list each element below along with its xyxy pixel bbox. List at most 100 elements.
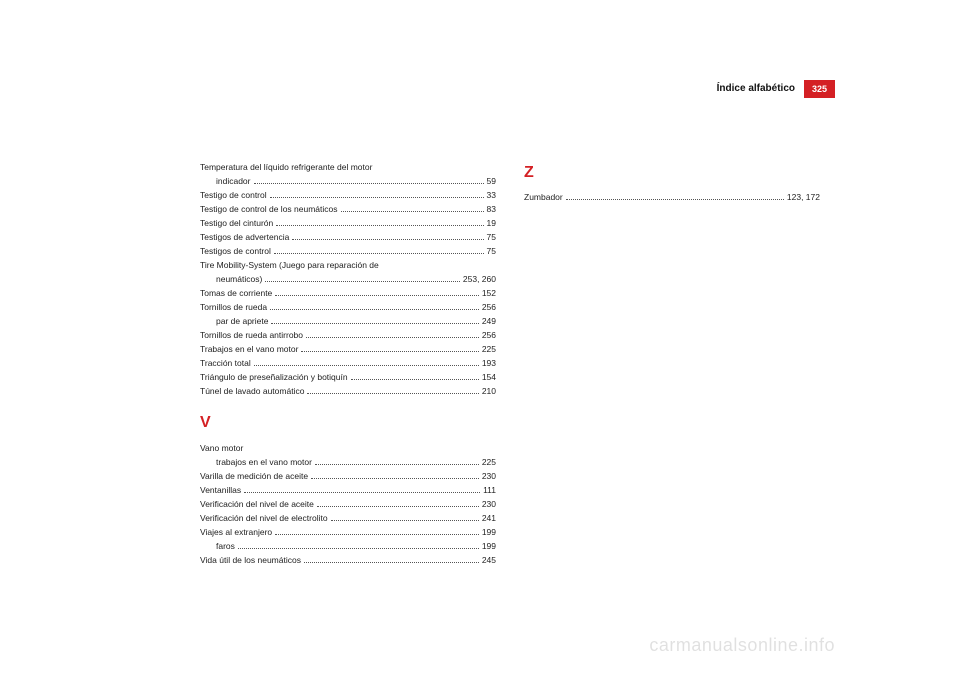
index-entry-label: Túnel de lavado automático xyxy=(200,384,304,398)
index-entry: Testigos de control 75 xyxy=(200,244,496,258)
index-entry-label: Vida útil de los neumáticos xyxy=(200,553,301,567)
index-entry: Testigo de control de los neumáticos 83 xyxy=(200,202,496,216)
index-entry-label: indicador xyxy=(216,174,251,188)
index-entry-page: 19 xyxy=(487,216,496,230)
dot-leader xyxy=(351,379,479,380)
index-entry-label: par de apriete xyxy=(216,314,268,328)
page-number-tab: 325 xyxy=(804,80,835,98)
index-entry: Testigo del cinturón 19 xyxy=(200,216,496,230)
index-entry-label: neumáticos) xyxy=(216,272,262,286)
dot-leader xyxy=(292,239,483,240)
index-entry-page: 152 xyxy=(482,286,496,300)
index-entry: Trabajos en el vano motor 225 xyxy=(200,342,496,356)
dot-leader xyxy=(307,393,478,394)
index-entry: Varilla de medición de aceite 230 xyxy=(200,469,496,483)
section-letter-v: V xyxy=(200,410,496,436)
index-entry-page: 75 xyxy=(487,244,496,258)
index-column-2: Z Zumbador 123, 172 xyxy=(524,160,820,567)
dot-leader xyxy=(301,351,478,352)
index-entry: Testigo de control33 xyxy=(200,188,496,202)
dot-leader xyxy=(566,199,784,200)
dot-leader xyxy=(276,225,483,226)
index-entry-page: 230 xyxy=(482,497,496,511)
index-entry-label: faros xyxy=(216,539,235,553)
index-entry: Tornillos de rueda 256 xyxy=(200,300,496,314)
index-entry-label: Tire Mobility-System (Juego para reparac… xyxy=(200,258,379,272)
index-entry: Vida útil de los neumáticos 245 xyxy=(200,553,496,567)
index-entry-label: Tornillos de rueda antirrobo xyxy=(200,328,303,342)
index-entry-label: Testigos de advertencia xyxy=(200,230,289,244)
index-entry: Viajes al extranjero199 xyxy=(200,525,496,539)
index-entry: par de apriete 249 xyxy=(200,314,496,328)
index-entry-label: Trabajos en el vano motor xyxy=(200,342,298,356)
header-title: Índice alfabético xyxy=(717,83,795,94)
index-entry: Vano motor xyxy=(200,441,496,455)
index-entry-label: Zumbador xyxy=(524,190,563,204)
index-entry-label: Testigo del cinturón xyxy=(200,216,273,230)
dot-leader xyxy=(265,281,460,282)
index-entry-label: Triángulo de preseñalización y botiquín xyxy=(200,370,348,384)
index-entry-label: trabajos en el vano motor xyxy=(216,455,312,469)
index-entry-page: 225 xyxy=(482,342,496,356)
index-entry-page: 256 xyxy=(482,328,496,342)
dot-leader xyxy=(341,211,484,212)
index-entry-page: 245 xyxy=(482,553,496,567)
index-entry-page: 123, 172 xyxy=(787,190,820,204)
index-entry: Zumbador 123, 172 xyxy=(524,190,820,204)
index-entry: Ventanillas 111 xyxy=(200,483,496,497)
index-entry-label: Varilla de medición de aceite xyxy=(200,469,308,483)
index-entry: Tomas de corriente 152 xyxy=(200,286,496,300)
dot-leader xyxy=(275,534,479,535)
index-entry-label: Verificación del nivel de electrolito xyxy=(200,511,328,525)
index-entry-page: 193 xyxy=(482,356,496,370)
index-entry-label: Testigos de control xyxy=(200,244,271,258)
index-entry: Tracción total 193 xyxy=(200,356,496,370)
watermark-text: carmanualsonline.info xyxy=(649,635,835,656)
index-entry-label: Tomas de corriente xyxy=(200,286,272,300)
index-entry: Testigos de advertencia75 xyxy=(200,230,496,244)
dot-leader xyxy=(311,478,479,479)
index-entry-page: 33 xyxy=(487,188,496,202)
index-entry-label: Testigo de control de los neumáticos xyxy=(200,202,338,216)
header-bar: Índice alfabético 325 xyxy=(0,80,960,100)
dot-leader xyxy=(270,309,479,310)
dot-leader xyxy=(331,520,479,521)
index-entry-label: Temperatura del líquido refrigerante del… xyxy=(200,160,372,174)
page: Índice alfabético 325 Temperatura del lí… xyxy=(0,0,960,678)
index-entry: neumáticos)253, 260 xyxy=(200,272,496,286)
index-entry-page: 154 xyxy=(482,370,496,384)
index-entry: Tire Mobility-System (Juego para reparac… xyxy=(200,258,496,272)
dot-leader xyxy=(254,365,479,366)
index-entry: Triángulo de preseñalización y botiquín 1… xyxy=(200,370,496,384)
index-entry-page: 83 xyxy=(487,202,496,216)
dot-leader xyxy=(270,197,484,198)
index-entry-page: 111 xyxy=(483,483,496,497)
dot-leader xyxy=(254,183,484,184)
index-entry: Verificación del nivel de aceite 230 xyxy=(200,497,496,511)
index-entry-label: Viajes al extranjero xyxy=(200,525,272,539)
index-entry-label: Vano motor xyxy=(200,441,243,455)
index-entry-page: 249 xyxy=(482,314,496,328)
index-entry-label: Verificación del nivel de aceite xyxy=(200,497,314,511)
index-entry: faros 199 xyxy=(200,539,496,553)
index-entry-label: Tracción total xyxy=(200,356,251,370)
dot-leader xyxy=(238,548,479,549)
index-entry-page: 256 xyxy=(482,300,496,314)
section-letter-z: Z xyxy=(524,160,820,186)
dot-leader xyxy=(275,295,479,296)
dot-leader xyxy=(304,562,479,563)
index-entry-page: 199 xyxy=(482,539,496,553)
index-columns: Temperatura del líquido refrigerante del… xyxy=(200,160,820,567)
dot-leader xyxy=(317,506,479,507)
index-entry-page: 59 xyxy=(487,174,496,188)
index-entry: Tornillos de rueda antirrobo 256 xyxy=(200,328,496,342)
index-entry: indicador 59 xyxy=(200,174,496,188)
index-entry-page: 241 xyxy=(482,511,496,525)
dot-leader xyxy=(315,464,479,465)
index-entry-page: 230 xyxy=(482,469,496,483)
index-entry: Temperatura del líquido refrigerante del… xyxy=(200,160,496,174)
index-entry-label: Ventanillas xyxy=(200,483,241,497)
dot-leader xyxy=(274,253,484,254)
index-entry-label: Tornillos de rueda xyxy=(200,300,267,314)
index-entry: Túnel de lavado automático210 xyxy=(200,384,496,398)
